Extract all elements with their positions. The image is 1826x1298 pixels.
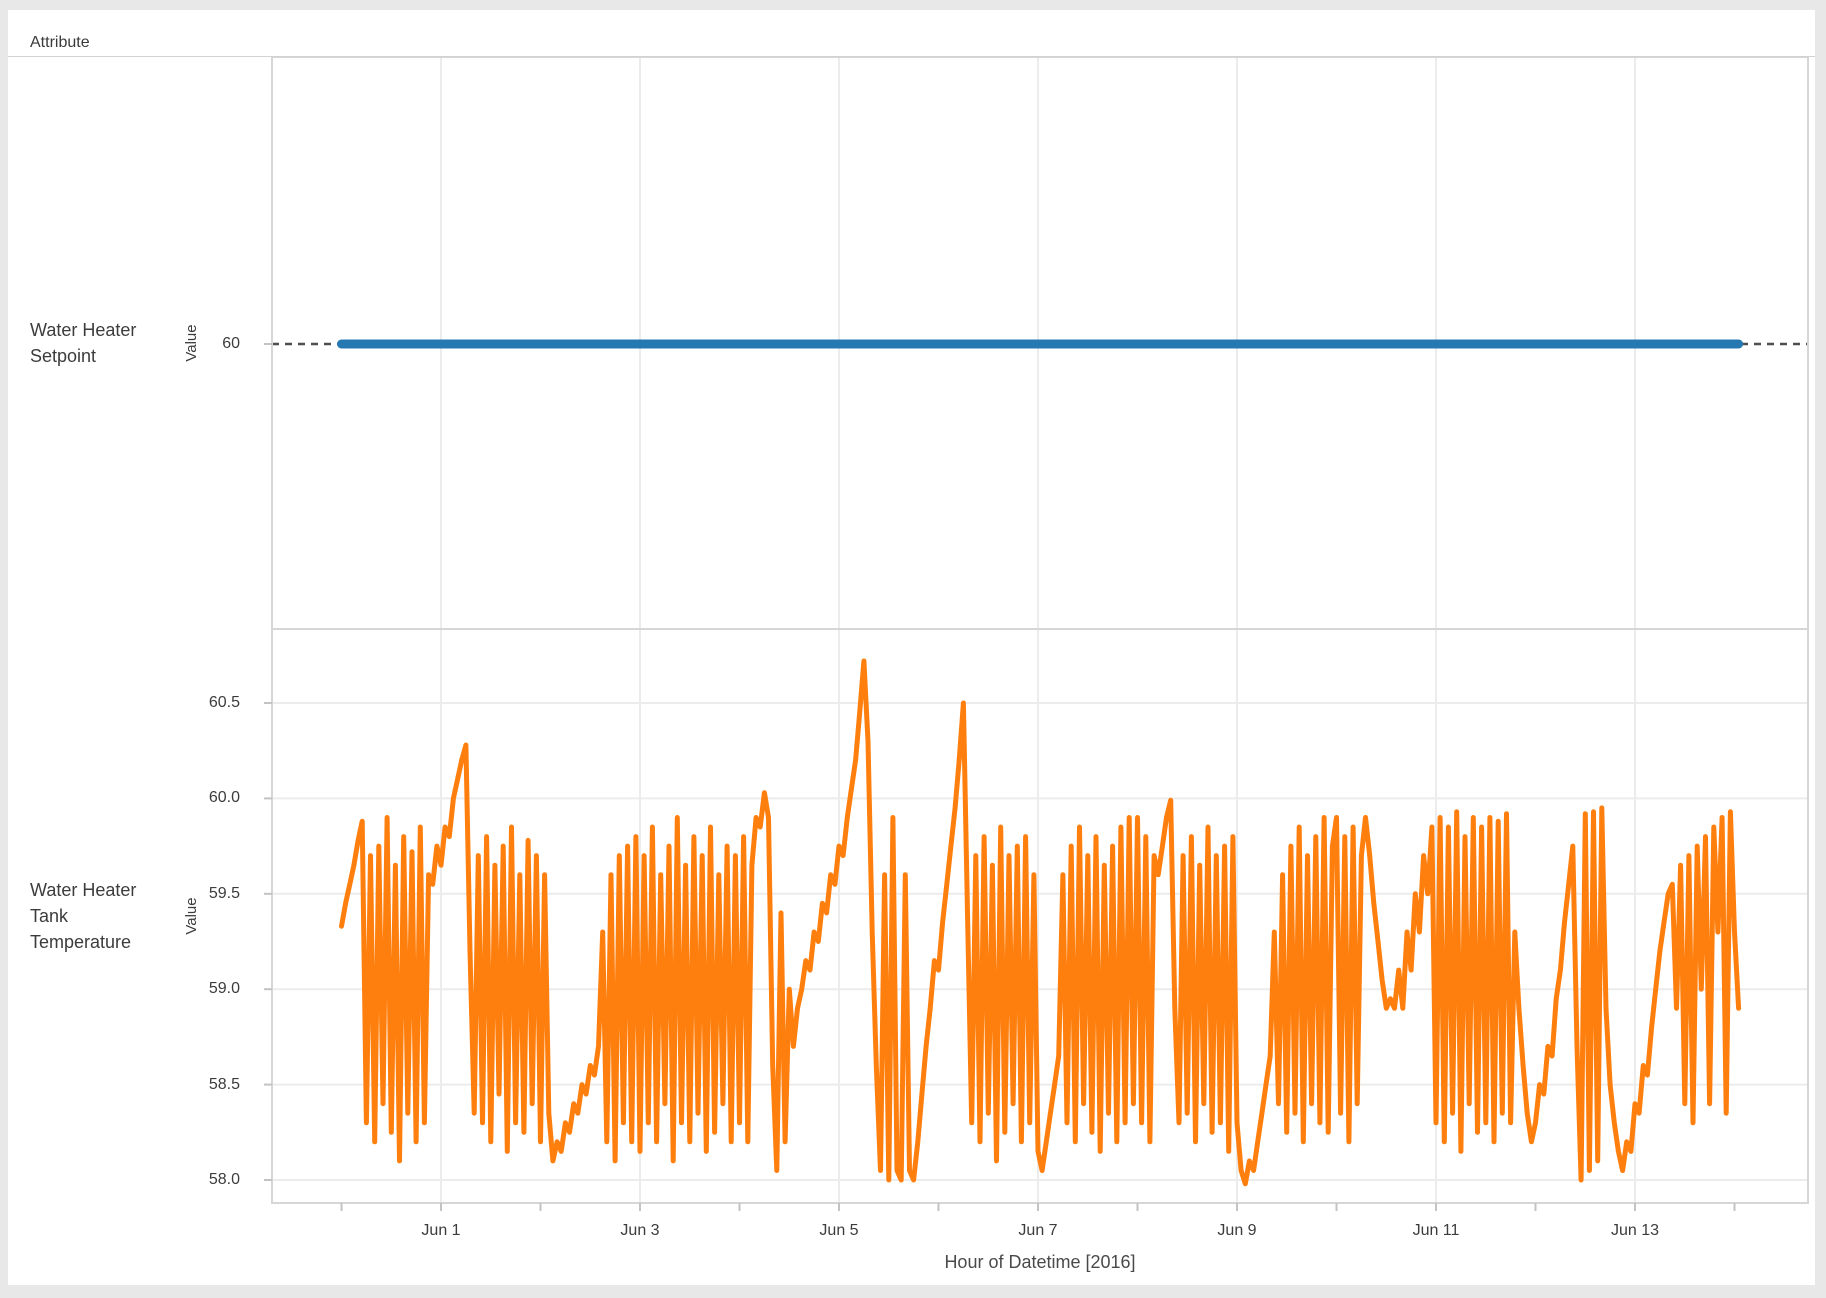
x-tick-label: Jun 1 <box>421 1222 461 1239</box>
y-tick-label-setpoint: 60 <box>222 335 240 352</box>
tank-temperature-series-line[interactable] <box>339 658 1742 1187</box>
x-tick-label: Jun 5 <box>819 1222 859 1239</box>
y-tick-label-tank: 60.5 <box>208 694 240 711</box>
row-label-line: Water Heater <box>30 880 137 900</box>
viz-card: Attribute Water Heater Setpoint Value 60… <box>8 10 1815 1285</box>
y-tick-label-tank: 60.0 <box>208 789 240 806</box>
x-tick-label: Jun 13 <box>1610 1222 1660 1239</box>
x-tick-label: Jun 11 <box>1412 1222 1460 1239</box>
plot-border <box>271 57 1809 1204</box>
x-tick-label: Jun 9 <box>1217 1222 1257 1239</box>
y-tick-label-tank: 58.0 <box>208 1171 240 1188</box>
row-label-tank-temperature: Water Heater Tank Temperature <box>30 877 240 955</box>
x-axis-title: Hour of Datetime [2016] <box>944 1252 1136 1272</box>
plot-area[interactable] <box>264 57 1816 1217</box>
x-tick-label: Jun 7 <box>1018 1222 1058 1239</box>
row-label-line: Temperature <box>30 932 132 952</box>
row-label-line: Setpoint <box>30 346 97 366</box>
y-tick-label-tank: 59.5 <box>208 885 240 902</box>
column-field-header: Attribute <box>30 34 90 51</box>
y-tick-label-tank: 59.0 <box>208 980 240 997</box>
row-label-setpoint: Water Heater Setpoint <box>30 317 240 369</box>
y-tick-label-tank: 58.5 <box>208 1076 240 1093</box>
row-label-line: Tank <box>30 906 69 926</box>
row-label-line: Water Heater <box>30 320 137 340</box>
x-tick-label: Jun 3 <box>620 1222 660 1239</box>
